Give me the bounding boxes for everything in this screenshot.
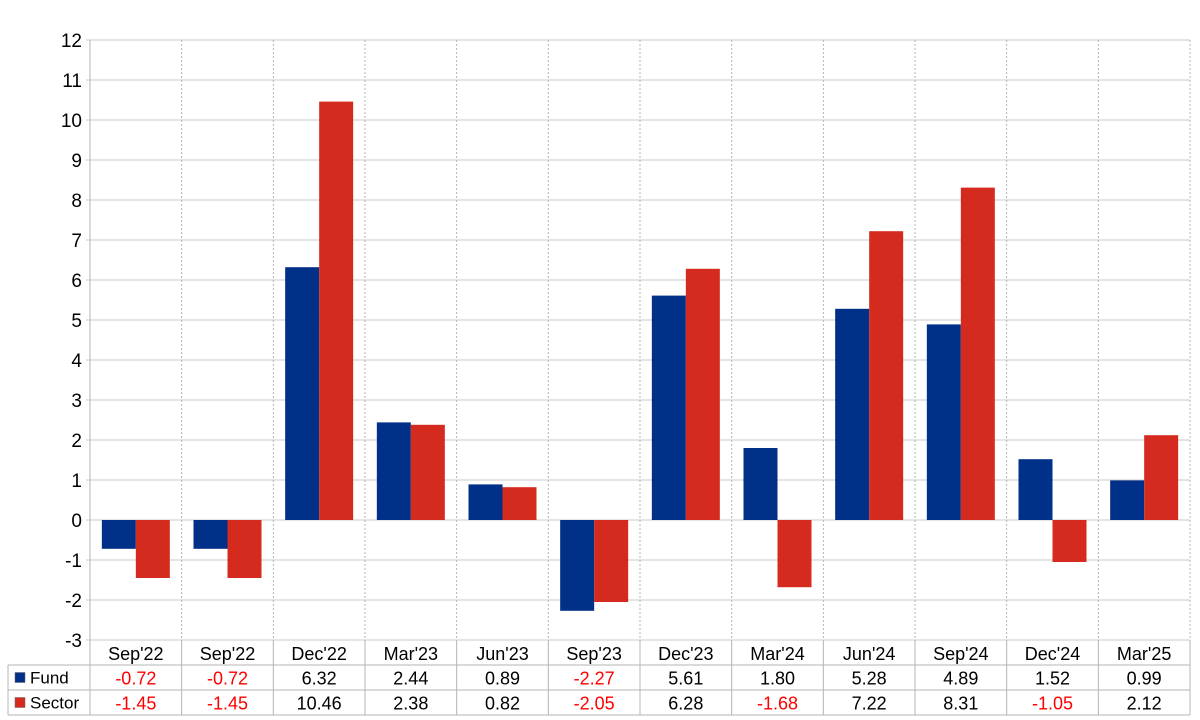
bar-sector	[1144, 435, 1179, 520]
y-tick-label: 11	[62, 71, 82, 92]
data-label: 0.99	[1127, 669, 1162, 689]
x-tick-label: Sep'22	[200, 644, 256, 664]
x-tick-label: Sep'23	[566, 644, 622, 664]
data-label: -0.72	[115, 669, 156, 689]
bar-fund	[285, 267, 320, 520]
bar-sector	[869, 231, 904, 520]
bar-fund	[468, 484, 503, 520]
bar-sector	[960, 187, 995, 520]
data-label: -1.45	[207, 694, 248, 714]
data-label: 4.89	[943, 669, 978, 689]
x-tick-label: Jun'24	[843, 644, 895, 664]
data-label: -1.05	[1032, 694, 1073, 714]
legend-swatch-fund	[14, 672, 26, 683]
bar-fund	[560, 520, 595, 611]
data-label: 6.28	[668, 694, 703, 714]
data-label: -2.05	[574, 694, 615, 714]
data-label: 0.82	[485, 694, 520, 714]
y-tick-label: 1	[71, 471, 82, 492]
data-label: 2.44	[393, 669, 428, 689]
legend-label-fund: Fund	[30, 669, 69, 688]
x-tick-label: Sep'24	[933, 644, 989, 664]
y-tick-label: 2	[71, 431, 82, 452]
y-tick-label: 10	[61, 111, 82, 132]
x-tick-label: Dec'22	[291, 644, 346, 664]
data-label: 5.61	[668, 669, 703, 689]
bar-fund	[1018, 459, 1053, 520]
bar-fund	[743, 448, 778, 520]
y-tick-label: 5	[71, 311, 82, 332]
bar-sector	[1052, 520, 1087, 562]
bar-sector	[319, 101, 354, 520]
y-tick-label: 9	[71, 151, 82, 172]
grid	[86, 39, 1191, 641]
data-label: 5.28	[852, 669, 887, 689]
data-table: Sep'22 Sep'22 Dec'22 Mar'23 Jun'23 Sep'23 Dec'…	[7, 640, 1191, 716]
data-label: 1.80	[760, 669, 795, 689]
y-tick-label: 0	[71, 511, 82, 532]
bar-fund	[376, 422, 411, 520]
bar-fund	[835, 308, 870, 520]
bar-fund	[101, 520, 136, 549]
data-label: 2.12	[1127, 694, 1162, 714]
x-tick-label: Sep'22	[108, 644, 164, 664]
data-label: 8.31	[943, 694, 978, 714]
data-label: 6.32	[302, 669, 337, 689]
bar-sector	[594, 520, 629, 602]
y-tick-label: -2	[65, 591, 82, 612]
data-label: -0.72	[207, 669, 248, 689]
y-tick-label: 4	[71, 351, 82, 372]
legend-label-sector: Sector	[30, 694, 79, 713]
bar-sector	[502, 487, 537, 520]
bar-fund	[926, 324, 961, 520]
x-tick-label: Dec'23	[658, 644, 713, 664]
data-label: 0.89	[485, 669, 520, 689]
bar-sector	[777, 520, 812, 588]
x-tick-label: Mar'25	[1117, 644, 1171, 664]
data-label: -1.68	[757, 694, 798, 714]
data-label: 1.52	[1035, 669, 1070, 689]
bar-fund	[651, 295, 686, 520]
data-label: -2.27	[574, 669, 615, 689]
x-tick-label: Dec'24	[1025, 644, 1080, 664]
y-tick-label: 6	[71, 271, 82, 292]
bar-sector	[685, 268, 720, 520]
y-tick-label: 3	[71, 391, 82, 412]
data-label: -1.45	[115, 694, 156, 714]
bar-sector	[410, 424, 445, 520]
bars	[101, 101, 1179, 611]
y-tick-label: -1	[65, 551, 82, 572]
legend-swatch-sector	[14, 697, 26, 708]
y-tick-label: 7	[71, 231, 82, 252]
x-tick-label: Mar'24	[750, 644, 804, 664]
y-tick-label: -3	[65, 631, 82, 652]
x-tick-label: Jun'23	[476, 644, 528, 664]
x-tick-label: Mar'23	[384, 644, 438, 664]
data-label: 10.46	[297, 694, 342, 714]
bar-sector	[135, 520, 170, 578]
y-tick-label: 8	[71, 191, 82, 212]
bar-fund	[193, 520, 228, 549]
y-tick-label: 12	[61, 31, 82, 52]
data-label: 7.22	[852, 694, 887, 714]
data-label: 2.38	[393, 694, 428, 714]
bar-sector	[227, 520, 262, 578]
bar-fund	[1110, 480, 1145, 520]
